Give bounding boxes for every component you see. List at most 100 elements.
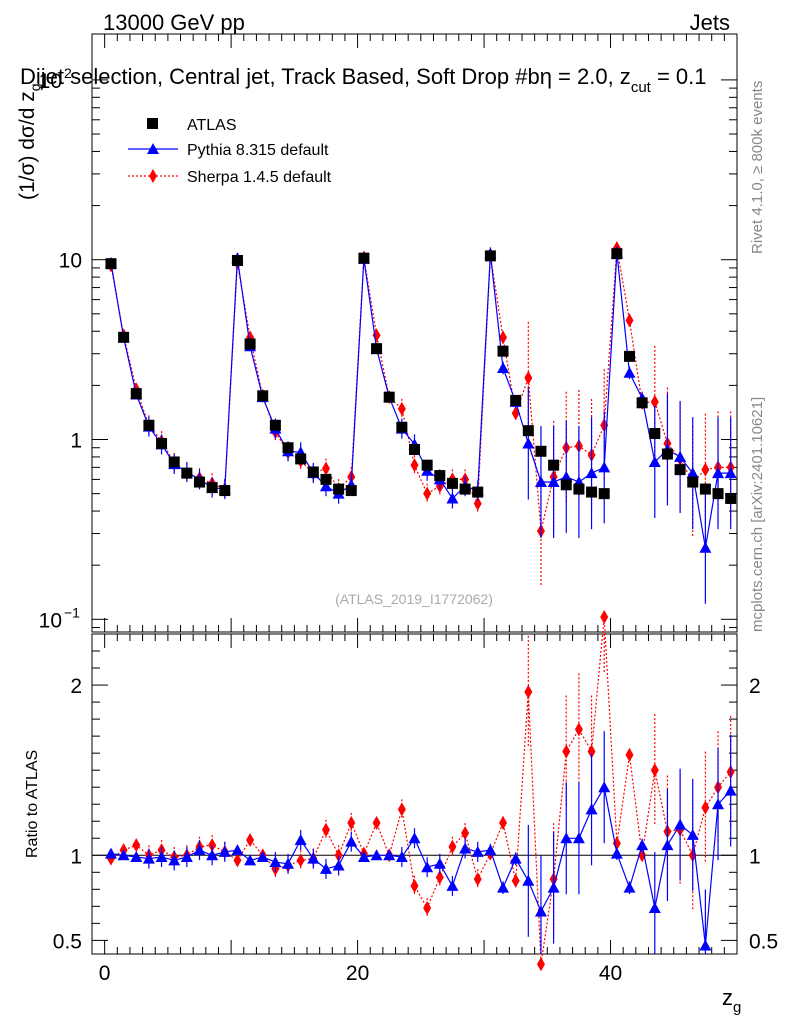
atlas-point <box>624 350 635 362</box>
ratio-series-group <box>104 609 737 972</box>
pythia-ratio-point <box>357 850 370 862</box>
analysis-watermark: (ATLAS_2019_I1772062) <box>335 591 493 607</box>
pythia-point <box>686 467 699 479</box>
plot-title-eta: η = 2.0, z <box>540 64 631 89</box>
pythia-ratio-point <box>686 828 699 840</box>
y-tick-exponent: 2 <box>64 65 72 81</box>
atlas-point <box>611 248 623 260</box>
pythia-ratio-point <box>231 844 244 856</box>
sherpa-point <box>473 496 482 511</box>
ratio-y-tick-label-right: 1 <box>749 845 761 868</box>
atlas-point <box>333 483 345 495</box>
pythia-ratio-point <box>636 839 649 851</box>
sherpa-ratio-point <box>435 870 444 885</box>
y-tick-label: 1 <box>70 430 82 453</box>
pythia-ratio-point <box>370 849 383 861</box>
x-tick-label: 20 <box>346 962 369 985</box>
pythia-ratio-point <box>269 856 282 868</box>
sherpa-ratio-point <box>296 853 305 868</box>
sherpa-ratio-point <box>132 838 141 853</box>
pythia-point <box>319 480 332 492</box>
pythia-ratio-point <box>383 849 396 861</box>
sherpa-ratio-point <box>233 853 242 868</box>
pythia-ratio-point <box>244 854 257 866</box>
y-tick-label: 10 <box>39 70 62 93</box>
atlas-point <box>687 476 699 488</box>
pythia-point <box>585 467 598 479</box>
atlas-point <box>446 477 458 489</box>
sherpa-ratio-point <box>574 722 583 737</box>
atlas-point <box>535 445 547 457</box>
pythia-ratio-point <box>218 845 231 857</box>
sherpa-ratio-point <box>246 832 255 847</box>
pythia-ratio-point <box>319 862 332 874</box>
main-series-group <box>104 241 737 604</box>
atlas-point <box>345 485 357 497</box>
ratio-y-tick-label-left: 2 <box>70 675 82 698</box>
pythia-ratio-point <box>345 835 358 847</box>
atlas-point <box>358 252 370 264</box>
x-axis-label: zg <box>722 985 741 1016</box>
atlas-point <box>472 486 484 498</box>
sherpa-ratio-point <box>587 744 596 759</box>
pythia-ratio-point <box>560 832 573 844</box>
pythia-ratio-point <box>534 905 547 917</box>
pythia-point <box>598 461 611 473</box>
rivet-label: Rivet 4.1.0, ≥ 800k events <box>749 81 766 254</box>
atlas-point <box>586 486 598 498</box>
pythia-ratio-point <box>155 850 168 862</box>
main-y-axis-label: (1/σ) dσ/d zg <box>16 83 43 200</box>
pythia-ratio-point <box>699 939 712 951</box>
energy-label: 13000 GeV pp <box>103 10 245 35</box>
legend-atlas-label: ATLAS <box>187 117 237 134</box>
pythia-ratio-point <box>332 859 345 871</box>
pythia-ratio-point <box>661 839 674 851</box>
atlas-point <box>156 438 168 450</box>
sherpa-ratio-point <box>208 838 217 853</box>
sherpa-point <box>511 406 520 421</box>
atlas-point <box>105 258 117 270</box>
atlas-point <box>168 456 180 468</box>
legend-sherpa-label: Sherpa 1.4.5 default <box>187 169 332 186</box>
pythia-point <box>699 541 712 553</box>
atlas-point <box>206 482 218 494</box>
sherpa-ratio-point <box>650 763 659 778</box>
pythia-ratio-point <box>180 850 193 862</box>
pythia-ratio-point <box>674 818 687 830</box>
ratio-plot-frame <box>91 633 738 955</box>
pythia-ratio-point <box>294 833 307 845</box>
y-tick-label: 10 <box>59 250 82 273</box>
sherpa-ratio-point <box>511 873 520 888</box>
atlas-point <box>320 473 332 485</box>
sherpa-ratio-point <box>321 822 330 837</box>
pythia-ratio-point <box>522 874 535 886</box>
pythia-ratio-point <box>104 847 117 859</box>
legend: ATLAS Pythia 8.315 default Sherpa 1.4.5 … <box>128 117 332 186</box>
atlas-point <box>598 488 610 500</box>
atlas-point <box>257 390 269 402</box>
sherpa-ratio-line <box>110 616 732 965</box>
pythia-ratio-point <box>585 803 598 815</box>
sherpa-ratio-point <box>625 747 634 762</box>
sherpa-point <box>650 394 659 409</box>
pythia-point <box>674 450 687 462</box>
sherpa-point <box>499 330 508 345</box>
sherpa-point <box>423 486 432 501</box>
pythia-point <box>560 470 573 482</box>
atlas-point <box>282 442 294 454</box>
pythia-ratio-point <box>117 849 130 861</box>
pythia-ratio-line <box>110 785 732 946</box>
pythia-point <box>623 366 636 378</box>
sherpa-point <box>625 313 634 328</box>
pythia-ratio-point <box>206 849 219 861</box>
atlas-point <box>434 470 446 482</box>
sherpa-line <box>110 247 731 532</box>
sherpa-ratio-point <box>448 839 457 854</box>
sherpa-ratio-point <box>473 872 482 887</box>
ratio-y-tick-label-right: 2 <box>749 675 761 698</box>
ratio-y-tick-label-left: 1 <box>70 845 82 868</box>
plot-title-eq: = 0.1 <box>651 64 707 89</box>
sherpa-ratio-point <box>499 815 508 830</box>
sherpa-ratio-point <box>600 609 609 624</box>
atlas-point <box>194 476 205 488</box>
